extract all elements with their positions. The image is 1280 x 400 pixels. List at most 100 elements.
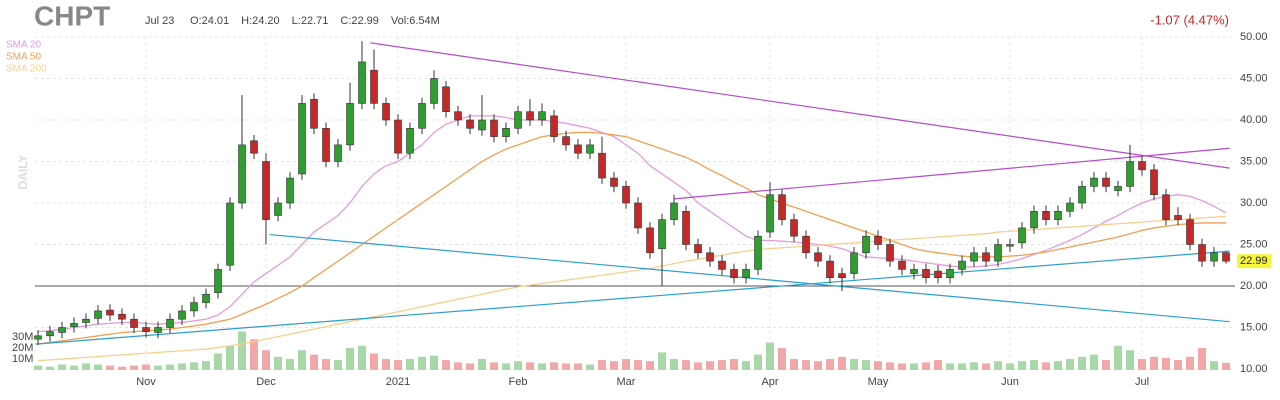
candle-body [874, 235, 882, 245]
volume-bar [958, 363, 966, 370]
volume-tick-label: 20M [12, 342, 33, 354]
candle-body [94, 310, 102, 319]
candle-body [790, 219, 798, 237]
candle-body [1054, 211, 1062, 220]
x-tick-label: Mar [617, 376, 636, 388]
volume-bar [394, 360, 402, 370]
volume-bar [46, 366, 54, 370]
candle-body [586, 144, 594, 154]
volume-bar [238, 331, 246, 370]
candle-body [646, 227, 654, 254]
volume-bar [406, 359, 414, 370]
volume-bar [946, 363, 954, 370]
candle-body [934, 270, 942, 278]
candle-body [1102, 177, 1110, 187]
volume-bar [598, 360, 606, 370]
volume-bar [34, 365, 42, 370]
ohlc-label: Vol:6.54M [391, 15, 440, 27]
candle-body [130, 318, 138, 328]
volume-bar [250, 339, 258, 370]
volume-bar [130, 365, 138, 370]
candle-body [550, 115, 558, 137]
volume-bar [670, 359, 678, 370]
trendline [35, 250, 1230, 345]
legend-entry: SMA 20 [6, 40, 41, 51]
volume-bar [94, 364, 102, 370]
volume-bar [502, 363, 510, 370]
volume-bar [862, 360, 870, 370]
chart-title: CHPT [34, 0, 110, 31]
volume-bar [514, 361, 522, 370]
volume-bar [694, 362, 702, 370]
volume-bar [610, 361, 618, 370]
volume-bar [190, 362, 198, 370]
candle-body [910, 269, 918, 274]
candle-body [82, 318, 90, 323]
legend-entry: SMA 50 [6, 52, 41, 63]
volume-bar [1186, 356, 1194, 370]
volume-bar [982, 363, 990, 370]
volume-bar [1138, 359, 1146, 370]
candle-body [850, 252, 858, 274]
volume-bar [1078, 356, 1086, 370]
candle-body [718, 260, 726, 270]
candle-body [418, 103, 426, 129]
candle-body [898, 260, 906, 270]
volume-bar [154, 365, 162, 370]
candle-body [214, 269, 222, 293]
candle-body [1198, 244, 1206, 262]
volume-bar [142, 364, 150, 370]
candle-body [862, 235, 870, 254]
volume-bar [754, 354, 762, 370]
volume-bar [802, 360, 810, 370]
volume-bar [382, 359, 390, 370]
volume-bar [742, 361, 750, 370]
y-tick-label: 40.00 [1240, 114, 1268, 126]
candle-body [262, 161, 270, 220]
candle-body [1018, 227, 1026, 244]
volume-bar [490, 362, 498, 370]
volume-bar [1102, 360, 1110, 370]
candle-body [382, 103, 390, 121]
volume-bar [274, 356, 282, 370]
volume-bar [574, 363, 582, 370]
volume-bar [358, 345, 366, 370]
volume-bar [718, 360, 726, 370]
volume-bar [418, 356, 426, 370]
ohlc-label: L:22.71 [292, 15, 329, 27]
volume-bar [1114, 345, 1122, 370]
candle-body [1174, 215, 1182, 220]
volume-bar [478, 359, 486, 370]
labels: O:24.01 H:24.20 L:22.71 C:22.99 Vol:6.54M SMA… [6, 15, 1271, 388]
candle-body [406, 128, 414, 154]
candle-body [454, 111, 462, 121]
volume-bar [622, 359, 630, 370]
candle-body [1186, 219, 1194, 245]
candle-body [286, 177, 294, 204]
x-tick-label: Apr [761, 376, 778, 388]
candle-body [982, 252, 990, 262]
candle-body [694, 244, 702, 254]
volume-bar [826, 359, 834, 370]
candle-body [658, 219, 666, 249]
candle-body [490, 119, 498, 137]
last-price-label: 22.99 [1240, 255, 1268, 267]
candle-body [250, 140, 258, 154]
candle-body [466, 119, 474, 129]
candle-body [178, 310, 186, 320]
candle-body [538, 111, 546, 121]
candle-body [1210, 252, 1218, 262]
candle-body [682, 211, 690, 245]
candle-body [58, 327, 66, 333]
candle-body [706, 252, 714, 262]
volume-bar [886, 362, 894, 370]
volume-bar [922, 362, 930, 370]
volume-bar [766, 342, 774, 370]
candle-body [334, 144, 342, 162]
volume-bar [526, 362, 534, 370]
candle-body [70, 323, 78, 327]
candle-body [154, 327, 162, 333]
volume-bar [1198, 348, 1206, 370]
volume-tick-label: 10M [12, 353, 33, 365]
